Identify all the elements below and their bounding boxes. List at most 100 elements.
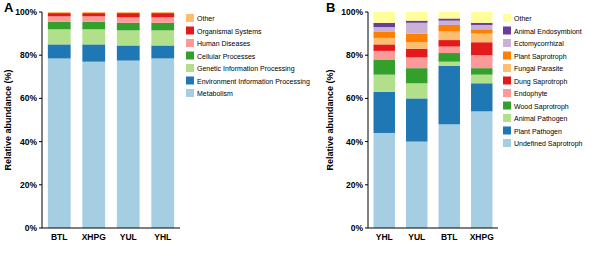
bar-segment <box>48 44 71 58</box>
bar-segment <box>117 13 140 17</box>
x-tick-label: XHPG <box>82 232 106 242</box>
bar-segment <box>439 66 460 124</box>
panel: ARelative abundance (%)BTLXHPGYULYHL0%20… <box>3 0 310 242</box>
bar-segment <box>471 25 492 29</box>
bar-segment <box>439 47 460 53</box>
y-tick-label: 0% <box>25 223 38 233</box>
bar-segment <box>117 23 140 31</box>
bar-segment <box>406 68 427 83</box>
y-tick <box>365 12 368 13</box>
legend-swatch <box>186 39 194 47</box>
bar-segment <box>406 57 427 68</box>
legend-swatch <box>186 89 194 97</box>
bar-segment <box>82 22 105 30</box>
chart-canvas: ARelative abundance (%)BTLXHPGYULYHL0%20… <box>0 0 600 258</box>
bar-segment <box>48 58 71 228</box>
bars <box>374 12 493 228</box>
bar-segment <box>82 29 105 44</box>
bar-segment <box>82 13 105 16</box>
x-tick-label: BTL <box>441 232 458 242</box>
bar-segment <box>471 111 492 228</box>
y-tick <box>39 12 42 13</box>
panel-label: B <box>326 0 335 15</box>
y-tick <box>39 228 42 229</box>
legend-swatch <box>503 127 511 135</box>
bar-segment <box>439 53 460 62</box>
bar-segment <box>439 62 460 66</box>
y-tick-label: 20% <box>346 180 363 190</box>
y-tick-label: 100% <box>15 7 37 17</box>
legend-label: Environment Information Processing <box>197 78 310 86</box>
bar-segment <box>374 51 395 60</box>
bar-segment <box>471 34 492 43</box>
legend-label: Dung Saprotroph <box>514 78 567 86</box>
y-tick <box>365 141 368 142</box>
legend-label: Plant Saprotroph <box>514 53 567 61</box>
bar-segment <box>439 18 460 20</box>
legend-label: Endophyte <box>514 90 548 98</box>
legend-swatch <box>503 27 511 35</box>
bars <box>48 12 174 228</box>
bar-segment <box>82 44 105 61</box>
legend-swatch <box>503 102 511 110</box>
legend-swatch <box>503 52 511 60</box>
legend-swatch <box>503 139 511 147</box>
bar-segment <box>374 44 395 50</box>
legend-swatch <box>186 77 194 85</box>
bar-segment <box>117 12 140 13</box>
bar-segment <box>471 12 492 23</box>
y-tick-label: 80% <box>346 50 363 60</box>
legend-swatch <box>503 39 511 47</box>
bar-segment <box>151 13 174 17</box>
axis-title: Relative abundance (%) <box>325 69 335 170</box>
y-axis <box>368 12 369 228</box>
bar-segment <box>406 12 427 21</box>
legend-label: Animal Pathogen <box>514 115 567 123</box>
x-axis <box>368 228 498 229</box>
y-tick <box>365 184 368 185</box>
y-tick-label: 100% <box>341 7 363 17</box>
y-tick <box>365 98 368 99</box>
bar-segment <box>471 75 492 84</box>
legend-label: Metabolism <box>197 90 233 97</box>
panel-label: A <box>4 0 14 15</box>
legend-swatch <box>186 52 194 60</box>
bar-segment <box>406 49 427 58</box>
y-tick-label: 60% <box>346 93 363 103</box>
legend-swatch <box>503 77 511 85</box>
bar-segment <box>439 21 460 25</box>
axis-title: Relative abundance (%) <box>3 69 13 170</box>
legend-swatch <box>503 14 511 22</box>
bar-segment <box>117 45 140 60</box>
bar-segment <box>374 92 395 133</box>
bar-segment <box>48 12 71 13</box>
x-tick-label: YHL <box>376 232 393 242</box>
bar-segment <box>374 27 395 31</box>
legend-label: Wood Saprotroph <box>514 103 569 111</box>
legend-label: Other <box>514 15 532 22</box>
bar-segment <box>374 23 395 27</box>
bar-segment <box>406 21 427 23</box>
bar-segment <box>439 124 460 228</box>
legend-label: Fungal Parasite <box>514 65 563 73</box>
bar-segment <box>471 83 492 111</box>
legend-swatch <box>186 14 194 22</box>
bar-segment <box>406 98 427 141</box>
bar-segment <box>406 42 427 48</box>
bar-segment <box>471 68 492 74</box>
bar-segment <box>406 34 427 43</box>
bar-segment <box>151 23 174 31</box>
bar-segment <box>151 45 174 58</box>
bar-segment <box>151 58 174 228</box>
y-tick <box>365 228 368 229</box>
bar-segment <box>374 12 395 23</box>
bar-segment <box>374 38 395 44</box>
legend-label: Genetic Information Processing <box>197 65 295 73</box>
legend-label: Cellular Processes <box>197 53 256 60</box>
legend-swatch <box>503 64 511 72</box>
bar-segment <box>151 17 174 22</box>
bar-segment <box>117 30 140 45</box>
bar-segment <box>82 16 105 21</box>
y-tick-label: 20% <box>20 180 37 190</box>
y-tick <box>39 184 42 185</box>
